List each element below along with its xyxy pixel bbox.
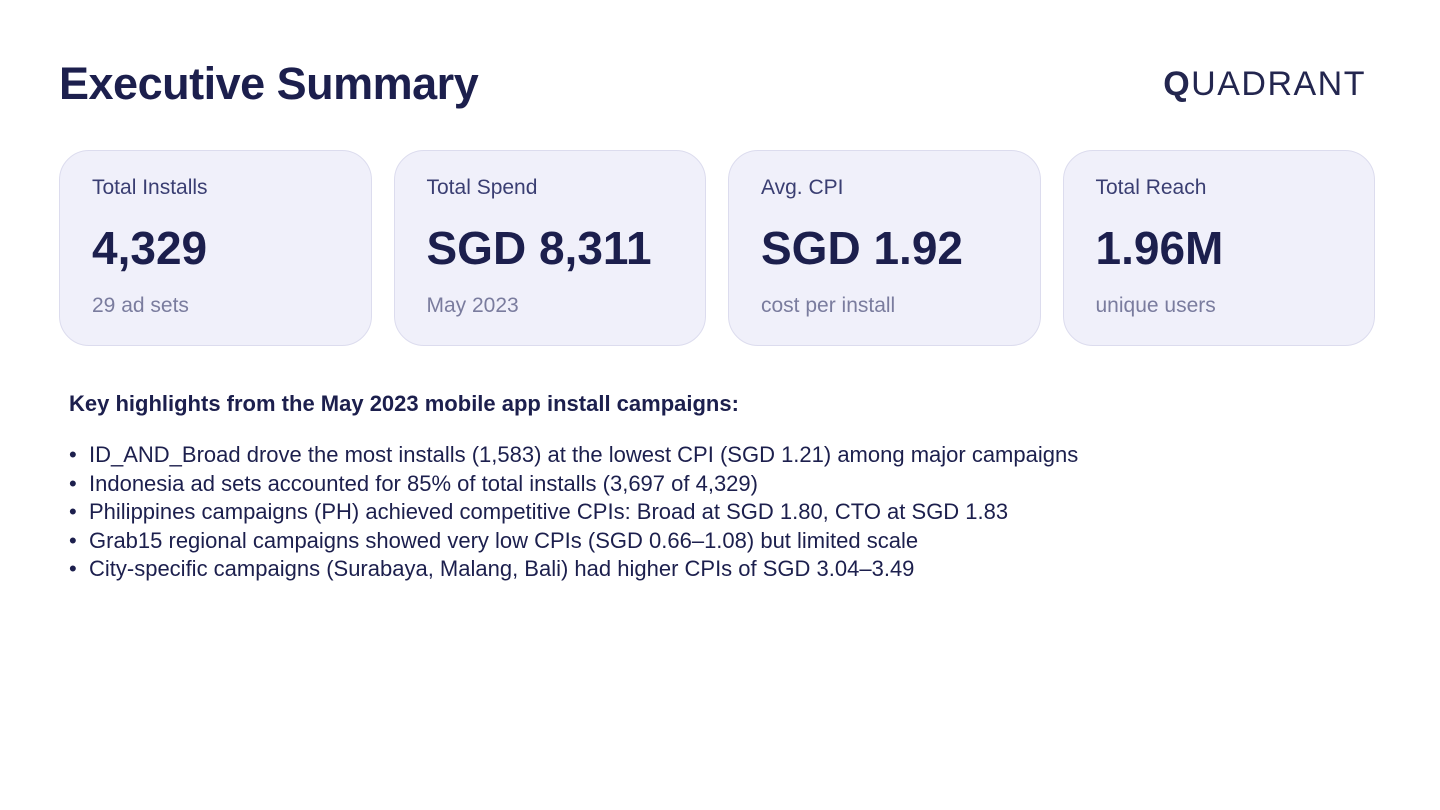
highlight-text: ID_AND_Broad drove the most installs (1,… [89,442,1079,467]
kpi-card-label: Total Reach [1095,176,1207,199]
kpi-card-label: Avg. CPI [761,176,844,199]
bullet-icon: • [69,527,77,553]
kpi-card-value: SGD 1.92 [761,222,963,274]
brand-logo-text: UADRANT [1191,65,1366,103]
brand-logo-initial: Q [1163,65,1192,103]
highlight-item: • City-specific campaigns (Surabaya, Mala… [69,555,1369,584]
kpi-card-label: Total Installs [92,176,208,199]
bullet-icon: • [69,470,77,496]
highlight-item: • Philippines campaigns (PH) achieved com… [69,498,1369,527]
highlight-text: Philippines campaigns (PH) achieved comp… [89,499,1009,525]
kpi-card-subtext: May 2023 [426,294,519,317]
kpi-card-total-installs: Total Installs 4,329 29 ad sets [59,150,372,346]
highlight-text: City-specific campaigns (Surabaya, Malan… [89,556,915,582]
highlight-item: • Indonesia ad sets accounted for 85% of … [69,470,1369,499]
highlight-text: Indonesia ad sets accounted for 85% of t… [89,470,758,496]
kpi-card-avg-cpi: Avg. CPI SGD 1.92 cost per install [728,150,1041,346]
kpi-cards: Total Installs 4,329 29 ad sets Total Sp… [59,150,1375,346]
kpi-card-label: Total Spend [426,176,538,199]
kpi-card-subtext: 29 ad sets [92,294,189,317]
kpi-card-subtext: unique users [1095,294,1216,317]
kpi-card-subtext: cost per install [761,294,896,317]
highlights-list: • ID_AND_Broad drove the most installs (1… [69,441,1369,584]
highlight-item: • ID_AND_Broad drove the most installs (1… [69,441,1369,470]
kpi-card-value: SGD 8,311 [426,222,652,274]
page-title: Executive Summary [59,58,479,109]
kpi-card-value: 4,329 [92,222,208,274]
bullet-icon: • [69,442,77,467]
highlight-text: Grab15 regional campaigns showed very lo… [89,527,919,553]
highlights-section: Key highlights from the May 2023 mobile … [69,390,1369,584]
brand-logo: QUADRANT [1163,64,1366,104]
highlights-heading: Key highlights from the May 2023 mobile … [69,391,739,416]
highlight-item: • Grab15 regional campaigns showed very l… [69,527,1369,556]
kpi-card-total-spend: Total Spend SGD 8,311 May 2023 [393,150,706,346]
kpi-card-value: 1.96M [1095,222,1224,274]
kpi-card-total-reach: Total Reach 1.96M unique users [1062,150,1375,346]
bullet-icon: • [69,556,77,582]
bullet-icon: • [69,499,77,525]
